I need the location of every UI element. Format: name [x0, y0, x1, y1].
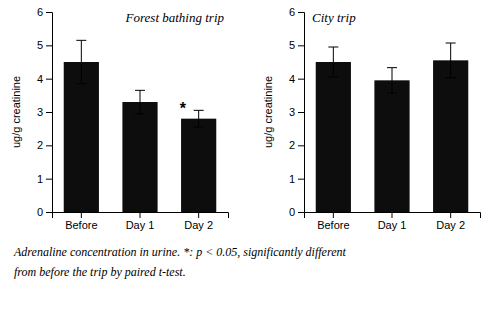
tick-mark	[298, 79, 304, 80]
tick-mark	[298, 179, 304, 180]
error-bar	[135, 90, 145, 113]
chart: 0 1 2 3 4 5 6 Before Day 1 Day 2 ug/g creatinine Fo…	[0, 0, 490, 314]
tick-label: 3	[37, 106, 43, 118]
tick-mark	[46, 212, 52, 213]
error-bar	[446, 43, 456, 78]
tick-label: 6	[37, 6, 43, 18]
axis-line	[298, 13, 305, 213]
tick-label: Day 1	[126, 219, 155, 231]
annotation: *	[180, 100, 187, 117]
tick-label: 4	[289, 73, 295, 85]
bar	[374, 80, 409, 212]
axis-line	[46, 13, 53, 213]
tick-mark	[46, 112, 52, 113]
tick-label: Before	[65, 219, 97, 231]
panel-title: City trip	[312, 10, 356, 25]
x-axis: Before Day 1 Day 2	[305, 212, 481, 231]
tick-label: 2	[289, 139, 295, 151]
tick-mark	[46, 79, 52, 80]
panel-title: Forest bathing trip	[125, 10, 225, 25]
tick-label: Day 1	[378, 219, 407, 231]
axis-line	[305, 213, 481, 219]
panel: 0 1 2 3 4 5 6 Before Day 1 Day 2 ug/g creatinine Ci…	[262, 6, 481, 231]
tick: Before	[65, 212, 97, 231]
tick-mark	[298, 12, 304, 13]
tick-label: 0	[37, 206, 43, 218]
tick-label: 1	[37, 173, 43, 185]
tick-mark	[198, 212, 199, 218]
tick-mark	[298, 212, 304, 213]
tick-label: 2	[37, 139, 43, 151]
tick-label: 5	[289, 39, 295, 51]
error-bar	[328, 47, 338, 77]
tick: 4	[289, 73, 304, 85]
tick: Day 1	[378, 212, 407, 231]
tick-mark	[46, 179, 52, 180]
tick-mark	[46, 145, 52, 146]
tick: 2	[289, 139, 304, 151]
x-axis: Before Day 1 Day 2	[53, 212, 229, 231]
tick-mark	[333, 212, 334, 218]
tick: 1	[289, 173, 304, 185]
tick-mark	[450, 212, 451, 218]
error-bar	[387, 68, 397, 93]
tick: Day 2	[436, 212, 465, 231]
error-bar	[76, 40, 86, 83]
panel: 0 1 2 3 4 5 6 Before Day 1 Day 2 ug/g creatinine Fo…	[10, 6, 229, 231]
tick: Before	[317, 212, 349, 231]
bar	[122, 102, 157, 212]
tick: 6	[37, 6, 52, 18]
bar	[433, 60, 468, 212]
tick: 5	[37, 39, 52, 51]
tick-mark	[46, 45, 52, 46]
tick-label: Day 2	[184, 219, 213, 231]
tick-mark	[392, 212, 393, 218]
tick-mark	[298, 45, 304, 46]
caption: from before the trip by paired t-test.	[14, 265, 186, 279]
bar	[316, 62, 351, 212]
axis-title: ug/g creatinine	[10, 76, 22, 148]
tick-label: 5	[37, 39, 43, 51]
bar	[181, 119, 216, 212]
tick: 1	[37, 173, 52, 185]
tick-label: 3	[289, 106, 295, 118]
marks	[316, 43, 469, 212]
tick: 3	[37, 106, 52, 118]
tick-label: 1	[289, 173, 295, 185]
tick: 3	[289, 106, 304, 118]
tick: 0	[37, 206, 52, 218]
tick: Day 2	[184, 212, 213, 231]
tick: 2	[37, 139, 52, 151]
tick: 6	[289, 6, 304, 18]
caption: Adrenaline concentration in urine. *: p …	[13, 245, 346, 259]
tick-label: 6	[289, 6, 295, 18]
axis-line	[53, 213, 229, 219]
tick-mark	[298, 112, 304, 113]
y-axis: 0 1 2 3 4 5 6	[37, 6, 53, 218]
error-bar	[194, 110, 204, 127]
tick-mark	[140, 212, 141, 218]
tick: 5	[289, 39, 304, 51]
tick-label: Day 2	[436, 219, 465, 231]
tick: Day 1	[126, 212, 155, 231]
tick-label: Before	[317, 219, 349, 231]
tick: 0	[289, 206, 304, 218]
tick-label: 0	[289, 206, 295, 218]
y-axis: 0 1 2 3 4 5 6	[289, 6, 305, 218]
axis-title: ug/g creatinine	[262, 76, 274, 148]
tick: 4	[37, 73, 52, 85]
tick-mark	[81, 212, 82, 218]
tick-label: 4	[37, 73, 43, 85]
tick-mark	[46, 12, 52, 13]
tick-mark	[298, 145, 304, 146]
bar	[64, 62, 99, 212]
marks	[64, 40, 217, 212]
